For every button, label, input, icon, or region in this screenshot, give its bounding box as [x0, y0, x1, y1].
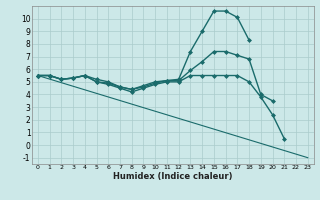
X-axis label: Humidex (Indice chaleur): Humidex (Indice chaleur) [113, 172, 233, 181]
